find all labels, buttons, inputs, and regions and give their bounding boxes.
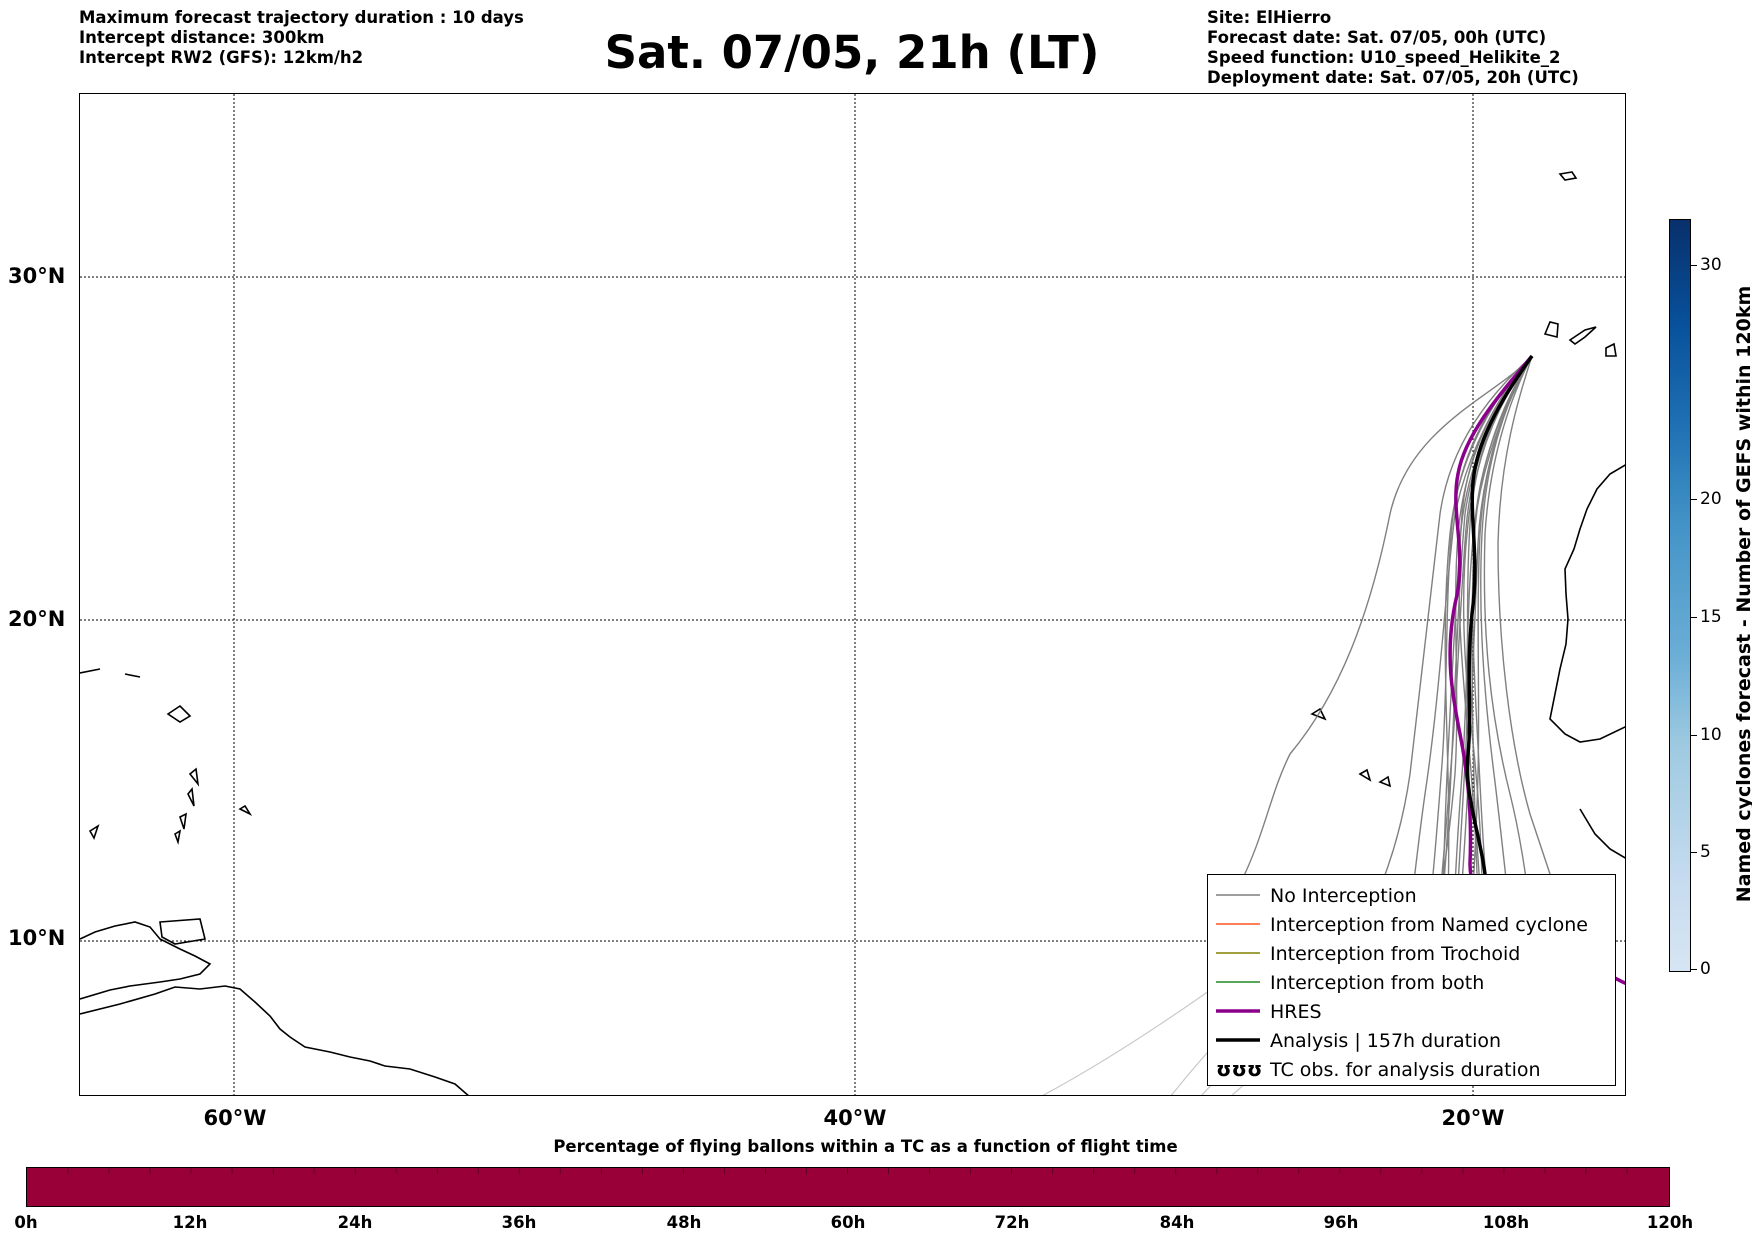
colorbar-tick-20 bbox=[1691, 499, 1697, 500]
lat-label-30n: 30°N bbox=[8, 264, 66, 288]
colorbar-label-5: 5 bbox=[1700, 842, 1711, 862]
cabo-verde-1 bbox=[1310, 707, 1327, 721]
colorbar-tick-0 bbox=[1691, 969, 1697, 970]
legend-label: TC obs. for analysis duration bbox=[1270, 1059, 1541, 1081]
time-label-60h: 60h bbox=[830, 1213, 866, 1232]
legend-label: HRES bbox=[1270, 1001, 1322, 1023]
lon-label-20w: 20°W bbox=[1441, 1106, 1505, 1130]
time-label-96h: 96h bbox=[1323, 1213, 1359, 1232]
lon-label-60w: 60°W bbox=[203, 1106, 267, 1130]
colorbar-label-30: 30 bbox=[1700, 255, 1722, 275]
colorbar-tick-15 bbox=[1691, 617, 1697, 618]
venezuela-coast bbox=[80, 921, 212, 1000]
percent-bar-ticks bbox=[67, 1168, 1628, 1174]
guinea-coast bbox=[1579, 808, 1625, 859]
legend-line-orange-icon bbox=[1216, 923, 1260, 925]
legend-line-grey-icon bbox=[1216, 894, 1260, 896]
lesser-antilles-1 bbox=[188, 767, 200, 787]
legend-line-purple-icon bbox=[1216, 1009, 1260, 1013]
colorbar-label-0: 0 bbox=[1700, 959, 1711, 979]
legend-label: Interception from Named cyclone bbox=[1270, 914, 1588, 936]
lesser-antilles-2 bbox=[187, 787, 195, 807]
time-label-0h: 0h bbox=[14, 1213, 38, 1232]
legend-label: Interception from Trochoid bbox=[1270, 943, 1521, 965]
info-site: Site: ElHierro bbox=[1207, 8, 1332, 27]
lat-label-20n: 20°N bbox=[8, 607, 66, 631]
lat-label-10n: 10°N bbox=[8, 926, 66, 950]
trinidad-coast bbox=[159, 918, 206, 945]
legend-line-green-icon bbox=[1216, 981, 1260, 983]
time-label-36h: 36h bbox=[501, 1213, 537, 1232]
trajectory-map[interactable] bbox=[79, 93, 1626, 1096]
time-label-12h: 12h bbox=[172, 1213, 208, 1232]
canary-3 bbox=[1605, 342, 1617, 357]
lesser-antilles-3 bbox=[179, 812, 187, 830]
legend-item-analysis: Analysis | 157h duration bbox=[1208, 1028, 1617, 1054]
time-label-72h: 72h bbox=[994, 1213, 1030, 1232]
legend-item-tc-obs: ʊʊʊ TC obs. for analysis duration bbox=[1208, 1057, 1617, 1083]
info-deployment-date: Deployment date: Sat. 07/05, 20h (UTC) bbox=[1207, 68, 1579, 87]
info-right: Site: ElHierro Forecast date: Sat. 07/05… bbox=[1207, 8, 1579, 88]
south-america-coast bbox=[80, 985, 469, 1095]
percent-bar-title: Percentage of flying ballons within a TC… bbox=[553, 1137, 1178, 1156]
info-duration: Maximum forecast trajectory duration : 1… bbox=[79, 8, 524, 27]
info-intercept-distance: Intercept distance: 300km bbox=[79, 28, 325, 47]
legend-line-black-icon bbox=[1216, 1038, 1260, 1042]
legend-line-olive-icon bbox=[1216, 952, 1260, 954]
legend-item-hres: HRES bbox=[1208, 999, 1617, 1025]
colorbar-label-10: 10 bbox=[1700, 725, 1722, 745]
map-legend: No Interception Interception from Named … bbox=[1207, 874, 1616, 1086]
info-intercept-rw2: Intercept RW2 (GFS): 12km/h2 bbox=[79, 48, 364, 67]
legend-label: Analysis | 157h duration bbox=[1270, 1030, 1502, 1052]
legend-item-no-interception: No Interception bbox=[1208, 883, 1617, 909]
info-left: Maximum forecast trajectory duration : 1… bbox=[79, 8, 524, 68]
tc-symbol-icon: ʊʊʊ bbox=[1216, 1057, 1263, 1081]
west-africa-coast bbox=[1549, 464, 1625, 743]
colorbar-label-15: 15 bbox=[1700, 607, 1722, 627]
page-title: Sat. 07/05, 21h (LT) bbox=[604, 26, 1100, 79]
legend-item-trochoid: Interception from Trochoid bbox=[1208, 941, 1617, 967]
info-speed-function: Speed function: U10_speed_Helikite_2 bbox=[1207, 48, 1561, 67]
time-label-24h: 24h bbox=[337, 1213, 373, 1232]
lesser-antilles-5 bbox=[238, 804, 253, 816]
colorbar-label-20: 20 bbox=[1700, 489, 1722, 509]
cabo-verde-3 bbox=[1378, 775, 1392, 788]
info-forecast-date: Forecast date: Sat. 07/05, 00h (UTC) bbox=[1207, 28, 1547, 47]
legend-item-both: Interception from both bbox=[1208, 970, 1617, 996]
time-label-48h: 48h bbox=[666, 1213, 702, 1232]
cyclone-colorbar bbox=[1669, 219, 1691, 972]
colorbar-title: Named cyclones forecast - Number of GEFS… bbox=[1733, 285, 1752, 903]
colorbar-tick-30 bbox=[1691, 265, 1697, 266]
percent-bar bbox=[26, 1167, 1670, 1207]
colorbar-tick-5 bbox=[1691, 852, 1697, 853]
time-label-120h: 120h bbox=[1646, 1213, 1694, 1232]
cabo-verde-2 bbox=[1358, 768, 1372, 782]
legend-label: Interception from both bbox=[1270, 972, 1485, 994]
barbados bbox=[88, 824, 100, 840]
canary-2 bbox=[1568, 326, 1597, 345]
time-label-108h: 108h bbox=[1482, 1213, 1530, 1232]
legend-item-named-cyclone: Interception from Named cyclone bbox=[1208, 912, 1617, 938]
madeira bbox=[1558, 171, 1578, 181]
coastlines bbox=[80, 171, 1625, 1095]
colorbar-tick-10 bbox=[1691, 735, 1697, 736]
legend-label: No Interception bbox=[1270, 885, 1417, 907]
canary-1 bbox=[1543, 321, 1559, 339]
leeward-islands bbox=[80, 668, 192, 723]
lon-label-40w: 40°W bbox=[823, 1106, 887, 1130]
lesser-antilles-4 bbox=[174, 829, 182, 845]
time-label-84h: 84h bbox=[1159, 1213, 1195, 1232]
